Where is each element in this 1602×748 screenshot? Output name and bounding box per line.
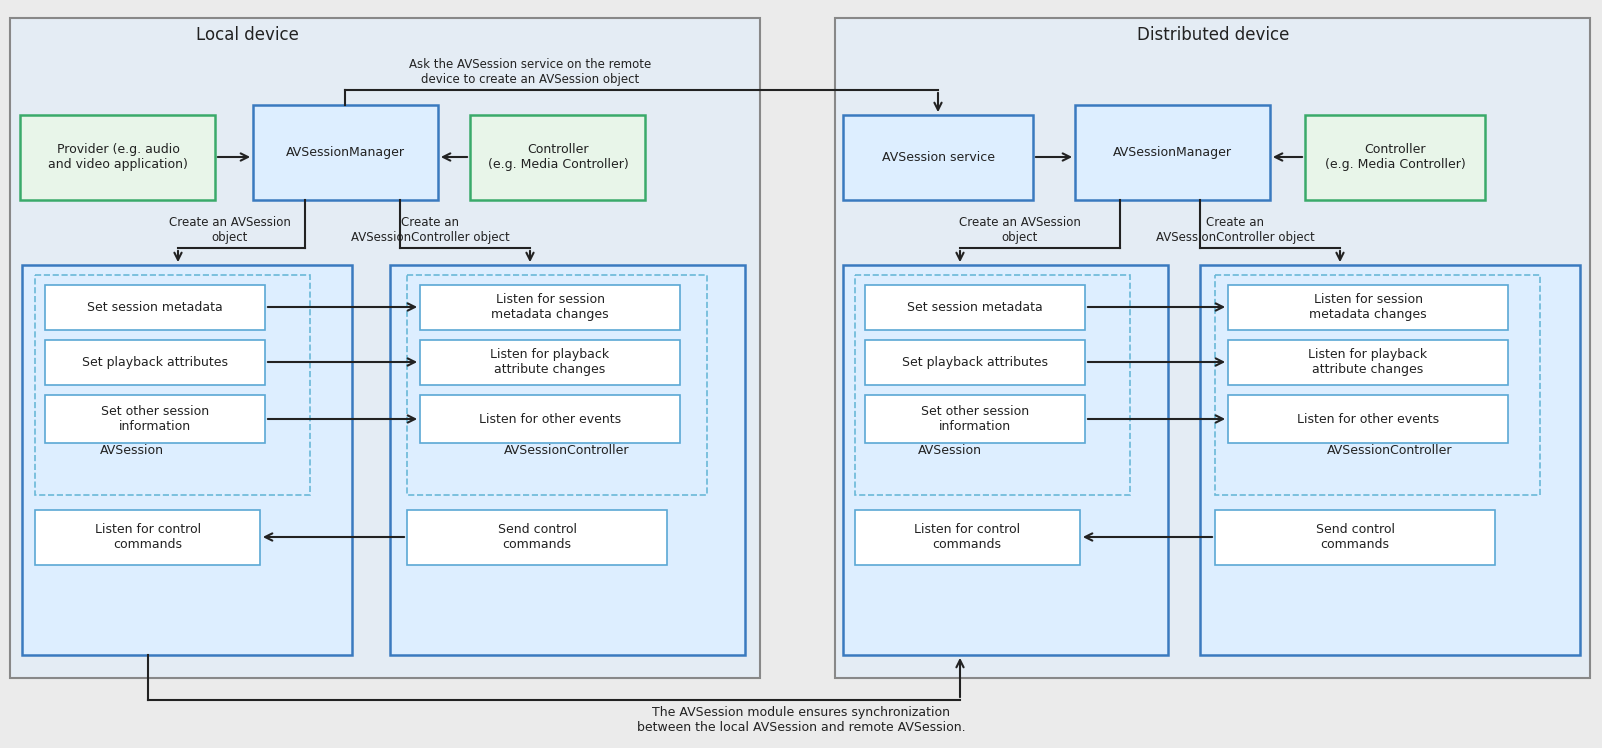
Text: Distributed device: Distributed device [1137,26,1290,44]
Text: Set other session
information: Set other session information [921,405,1028,433]
Bar [469,115,646,200]
Text: Controller
(e.g. Media Controller): Controller (e.g. Media Controller) [487,143,628,171]
Bar [19,115,215,200]
Text: Set playback attributes: Set playback attributes [82,355,227,369]
Text: Listen for other events: Listen for other events [479,412,622,426]
Text: Listen for control
commands: Listen for control commands [95,523,202,551]
Bar [1229,340,1507,385]
Bar [843,265,1168,655]
Bar [855,275,1129,495]
Bar [35,510,260,565]
Bar [253,105,437,200]
Bar [420,395,679,443]
Text: Listen for other events: Listen for other events [1298,412,1439,426]
Bar [835,18,1591,678]
Bar [389,265,745,655]
Text: Set playback attributes: Set playback attributes [902,355,1048,369]
Text: Set session metadata: Set session metadata [907,301,1043,313]
Text: The AVSession module ensures synchronization
between the local AVSession and rem: The AVSession module ensures synchroniza… [636,706,966,734]
Bar [45,395,264,443]
Bar [855,510,1080,565]
Bar [420,285,679,330]
Text: Ask the AVSession service on the remote
device to create an AVSession object: Ask the AVSession service on the remote … [409,58,650,86]
Text: Local device: Local device [195,26,298,44]
Text: Send control
commands: Send control commands [1315,523,1394,551]
Text: Create an AVSession
object: Create an AVSession object [170,216,292,244]
Text: AVSessionManager: AVSessionManager [285,146,404,159]
Text: Provider (e.g. audio
and video application): Provider (e.g. audio and video applicati… [48,143,187,171]
Bar [45,340,264,385]
Bar [407,275,706,495]
Text: AVSession: AVSession [918,444,982,456]
Bar [1306,115,1485,200]
Bar [45,285,264,330]
Bar [1214,275,1540,495]
Bar [865,285,1085,330]
Text: Set session metadata: Set session metadata [87,301,223,313]
Text: AVSession: AVSession [99,444,163,456]
Text: Listen for session
metadata changes: Listen for session metadata changes [1309,293,1427,321]
Bar [843,115,1033,200]
Text: Listen for control
commands: Listen for control commands [913,523,1020,551]
Bar [1229,395,1507,443]
Text: Create an AVSession
object: Create an AVSession object [960,216,1081,244]
Text: AVSessionManager: AVSessionManager [1112,146,1232,159]
Text: Create an
AVSessionController object: Create an AVSessionController object [1155,216,1314,244]
Text: Listen for session
metadata changes: Listen for session metadata changes [492,293,609,321]
Bar [10,18,759,678]
Text: AVSessionController: AVSessionController [505,444,630,456]
Text: Create an
AVSessionController object: Create an AVSessionController object [351,216,509,244]
Bar [1214,510,1495,565]
Text: Send control
commands: Send control commands [498,523,577,551]
Bar [1200,265,1580,655]
Text: AVSession service: AVSession service [881,150,995,164]
Bar [407,510,666,565]
Bar [35,275,311,495]
Text: Controller
(e.g. Media Controller): Controller (e.g. Media Controller) [1325,143,1466,171]
Bar [420,340,679,385]
Bar [1229,285,1507,330]
Bar [1075,105,1270,200]
Text: Listen for playback
attribute changes: Listen for playback attribute changes [1309,348,1427,376]
Text: Set other session
information: Set other session information [101,405,210,433]
Bar [22,265,352,655]
Bar [865,340,1085,385]
Text: AVSessionController: AVSessionController [1326,444,1453,456]
Bar [865,395,1085,443]
Text: Listen for playback
attribute changes: Listen for playback attribute changes [490,348,610,376]
